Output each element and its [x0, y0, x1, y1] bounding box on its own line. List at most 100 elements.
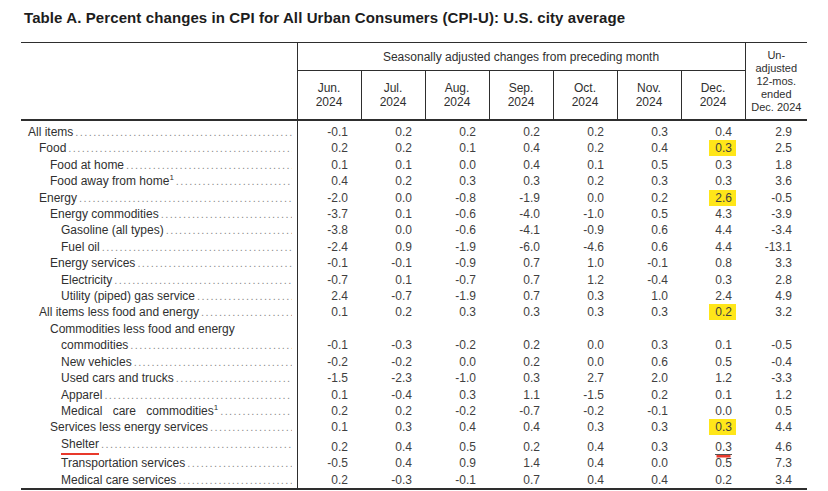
value-cell: 0.2: [489, 436, 553, 455]
value-cell: 4.3: [681, 206, 745, 222]
value-cell: -1.0: [425, 370, 489, 386]
value-cell: -0.9: [425, 255, 489, 271]
value-cell: 0.0: [617, 455, 681, 471]
row-label: Energy services: [21, 255, 297, 271]
dot-leader: [187, 455, 291, 471]
value-cell: 0.3: [617, 173, 681, 189]
value-cell: 0.0: [361, 190, 425, 206]
dot-leader: [220, 403, 291, 419]
value-cell: -4.6: [553, 239, 617, 255]
value-cell: -0.7: [425, 272, 489, 288]
value-cell: 1.2: [681, 370, 745, 386]
month-column-header-oct: Oct. 2024: [553, 71, 617, 121]
dot-leader: [210, 419, 291, 435]
table-row: Services less energy services 0.10.30.40…: [21, 419, 807, 435]
value-cell: 1.2: [553, 272, 617, 288]
value-cell: 0.2: [361, 120, 425, 140]
value-cell: 0.7: [489, 472, 553, 489]
table-row: Transportation services -0.50.40.91.40.4…: [21, 455, 807, 471]
value-cell: -0.2: [425, 321, 489, 354]
dot-leader: [178, 472, 291, 488]
value-cell: 0.6: [617, 239, 681, 255]
table-row: Electricity -0.70.1-0.70.71.2-0.40.32.8: [21, 272, 807, 288]
dot-leader: [102, 239, 292, 255]
row-label-cell: All items: [21, 120, 297, 140]
row-label: Energy commodities: [21, 206, 297, 222]
value-cell: 0.2: [617, 190, 681, 206]
value-cell: 4.4: [745, 419, 807, 435]
highlighted-value: 2.6: [709, 190, 736, 206]
table-row: All items -0.10.20.20.20.20.30.42.9: [21, 120, 807, 140]
dot-leader: [114, 272, 291, 288]
month-column-header-aug: Aug. 2024: [425, 71, 489, 121]
value-cell: 0.2: [617, 387, 681, 403]
table-row: Medical care commodities1 0.20.2-0.2-0.7…: [21, 403, 807, 419]
value-cell: -0.2: [553, 403, 617, 419]
dot-leader: [68, 140, 291, 156]
value-cell: 2.9: [745, 120, 807, 140]
row-label-cell: Energy services: [21, 255, 297, 271]
value-cell: 0.2: [681, 304, 745, 320]
table-row: Shelter 0.20.40.50.20.40.30.34.6: [21, 436, 807, 455]
month-column-header-jul: Jul. 2024: [361, 71, 425, 121]
table-row: Energy -2.00.0-0.8-1.90.00.22.6-0.5: [21, 190, 807, 206]
value-cell: 0.0: [681, 403, 745, 419]
value-cell: -0.5: [297, 455, 361, 471]
table-row: Food away from home1 0.40.20.30.30.20.30…: [21, 173, 807, 189]
table-row: Fuel oil -2.40.9-1.9-6.0-4.60.64.4-13.1: [21, 239, 807, 255]
value-cell: 0.0: [425, 157, 489, 173]
month-column-header-dec: Dec. 2024: [681, 71, 745, 121]
value-cell: 0.1: [297, 419, 361, 435]
value-cell: -0.1: [297, 255, 361, 271]
unadjusted-column-header: Un- adjusted 12-mos. ended Dec. 2024: [745, 43, 807, 121]
value-cell: 0.2: [553, 120, 617, 140]
value-cell: 4.4: [681, 239, 745, 255]
value-cell: -0.7: [297, 272, 361, 288]
value-cell: 0.3: [681, 419, 745, 435]
cpi-table: Seasonally adjusted changes from precedi…: [21, 42, 807, 490]
dot-leader: [101, 436, 291, 452]
value-cell: 0.2: [361, 173, 425, 189]
row-label: Apparel: [21, 387, 297, 403]
value-cell: 2.8: [745, 272, 807, 288]
row-label-cell: Transportation services: [21, 455, 297, 471]
row-label-cell: Used cars and trucks: [21, 370, 297, 386]
row-label: All items less food and energy: [21, 304, 297, 320]
table-row: Used cars and trucks -1.5-2.3-1.00.32.72…: [21, 370, 807, 386]
row-label: All items: [21, 124, 297, 140]
value-cell: 0.5: [681, 455, 745, 471]
value-cell: -0.7: [489, 403, 553, 419]
value-cell: -0.1: [297, 321, 361, 354]
value-cell: 0.3: [617, 321, 681, 354]
value-cell: -0.4: [617, 272, 681, 288]
value-cell: -0.1: [361, 255, 425, 271]
value-cell: 0.4: [681, 120, 745, 140]
value-cell: 0.3: [553, 304, 617, 320]
value-cell: 3.4: [745, 472, 807, 489]
value-cell: 0.6: [617, 354, 681, 370]
value-cell: -0.3: [361, 472, 425, 489]
value-cell: 1.4: [489, 455, 553, 471]
row-label: Used cars and trucks: [21, 370, 297, 386]
value-cell: 0.3: [489, 304, 553, 320]
value-cell: 0.7: [489, 272, 553, 288]
table-body: All items -0.10.20.20.20.20.30.42.9 Food…: [21, 120, 807, 489]
value-cell: -2.0: [297, 190, 361, 206]
row-label-cell: New vehicles: [21, 354, 297, 370]
value-cell: 0.3: [681, 140, 745, 156]
row-label: Food at home: [21, 157, 297, 173]
value-cell: 0.1: [553, 157, 617, 173]
value-cell: 3.3: [745, 255, 807, 271]
value-cell: 0.4: [553, 436, 617, 455]
row-label-cell: Services less energy services: [21, 419, 297, 435]
row-label-cell: Commodities less food and energy commodi…: [21, 321, 297, 354]
value-cell: -0.5: [745, 190, 807, 206]
value-cell: 0.3: [489, 370, 553, 386]
month-column-header-sep: Sep. 2024: [489, 71, 553, 121]
table-row: Food at home 0.10.10.00.40.10.50.31.8: [21, 157, 807, 173]
value-cell: 0.5: [745, 403, 807, 419]
value-cell: 0.1: [361, 272, 425, 288]
value-cell: 1.0: [617, 288, 681, 304]
value-cell: 1.8: [745, 157, 807, 173]
row-label-cell: All items less food and energy: [21, 304, 297, 320]
